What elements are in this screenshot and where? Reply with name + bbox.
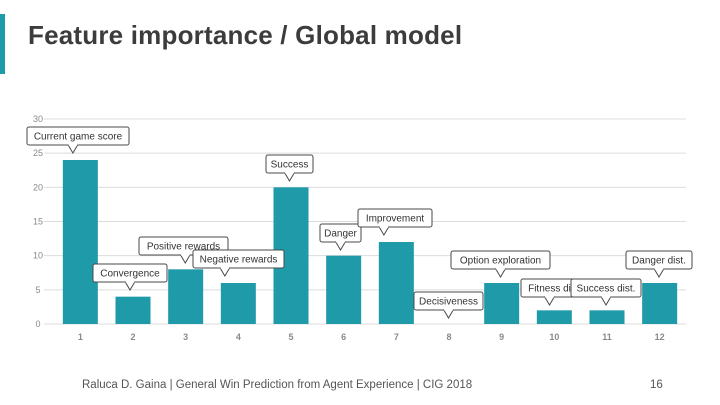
callout-pointer [544,296,555,306]
callout-label: Option exploration [460,256,541,267]
y-tick-label: 25 [33,148,43,158]
callout-label: Success [271,160,309,171]
callout-label: Current game score [34,132,123,143]
y-tick-label: 5 [35,285,40,295]
x-tick-label: 1 [78,332,83,342]
x-tick-label: 4 [236,332,241,342]
bar [62,160,98,324]
x-tick-label: 7 [394,332,399,342]
callout-label: Negative rewards [200,255,278,266]
bar [378,242,414,324]
callout-label: Fitness di [528,284,571,295]
callout-box [192,249,285,269]
x-tick-label: 10 [549,332,559,342]
callout-pointer [179,254,191,264]
bar [168,269,204,324]
callout-pointer [443,309,454,319]
x-tick-label: 3 [183,332,188,342]
page-number: 16 [650,379,663,391]
callout-pointer [600,296,612,306]
bar [326,255,362,324]
callout-label: Danger [324,229,357,240]
callout-box [357,208,433,228]
callout-pointer [67,144,79,154]
callout-pointer [495,268,506,278]
slide-title: Feature importance / Global model [28,20,463,50]
bar [589,310,625,324]
callout-pointer [653,268,665,278]
x-tick-label: 6 [341,332,346,342]
callout-label: Decisiveness [419,297,478,308]
bar [484,283,520,324]
x-tick-label: 2 [130,332,135,342]
x-tick-label: 8 [446,332,451,342]
slide-footer: Raluca D. Gaina | General Win Prediction… [82,379,473,391]
bar [642,283,678,324]
x-tick-label: 11 [602,332,612,342]
callout-pointer [219,267,231,277]
x-tick-label: 5 [288,332,293,342]
callout-pointer [335,241,346,251]
bar [115,296,151,324]
y-tick-label: 30 [33,114,43,124]
y-tick-label: 15 [33,217,43,227]
callout-pointer [378,226,390,236]
x-tick-label: 9 [499,332,504,342]
bar [536,310,572,324]
title-accent-bar [0,14,5,74]
y-tick-label: 20 [33,182,43,192]
callout-label: Convergence [100,269,160,280]
callout-label: Improvement [366,214,425,225]
callout-pointer [124,281,136,291]
bar [220,283,256,324]
callout-label: Success dist. [577,284,636,295]
callout-label: Positive rewards [147,242,220,253]
y-tick-label: 0 [35,319,40,329]
x-tick-label: 12 [655,332,665,342]
callout-pointer [284,172,295,182]
callout-label: Danger dist. [632,256,686,267]
y-tick-label: 10 [33,251,43,261]
